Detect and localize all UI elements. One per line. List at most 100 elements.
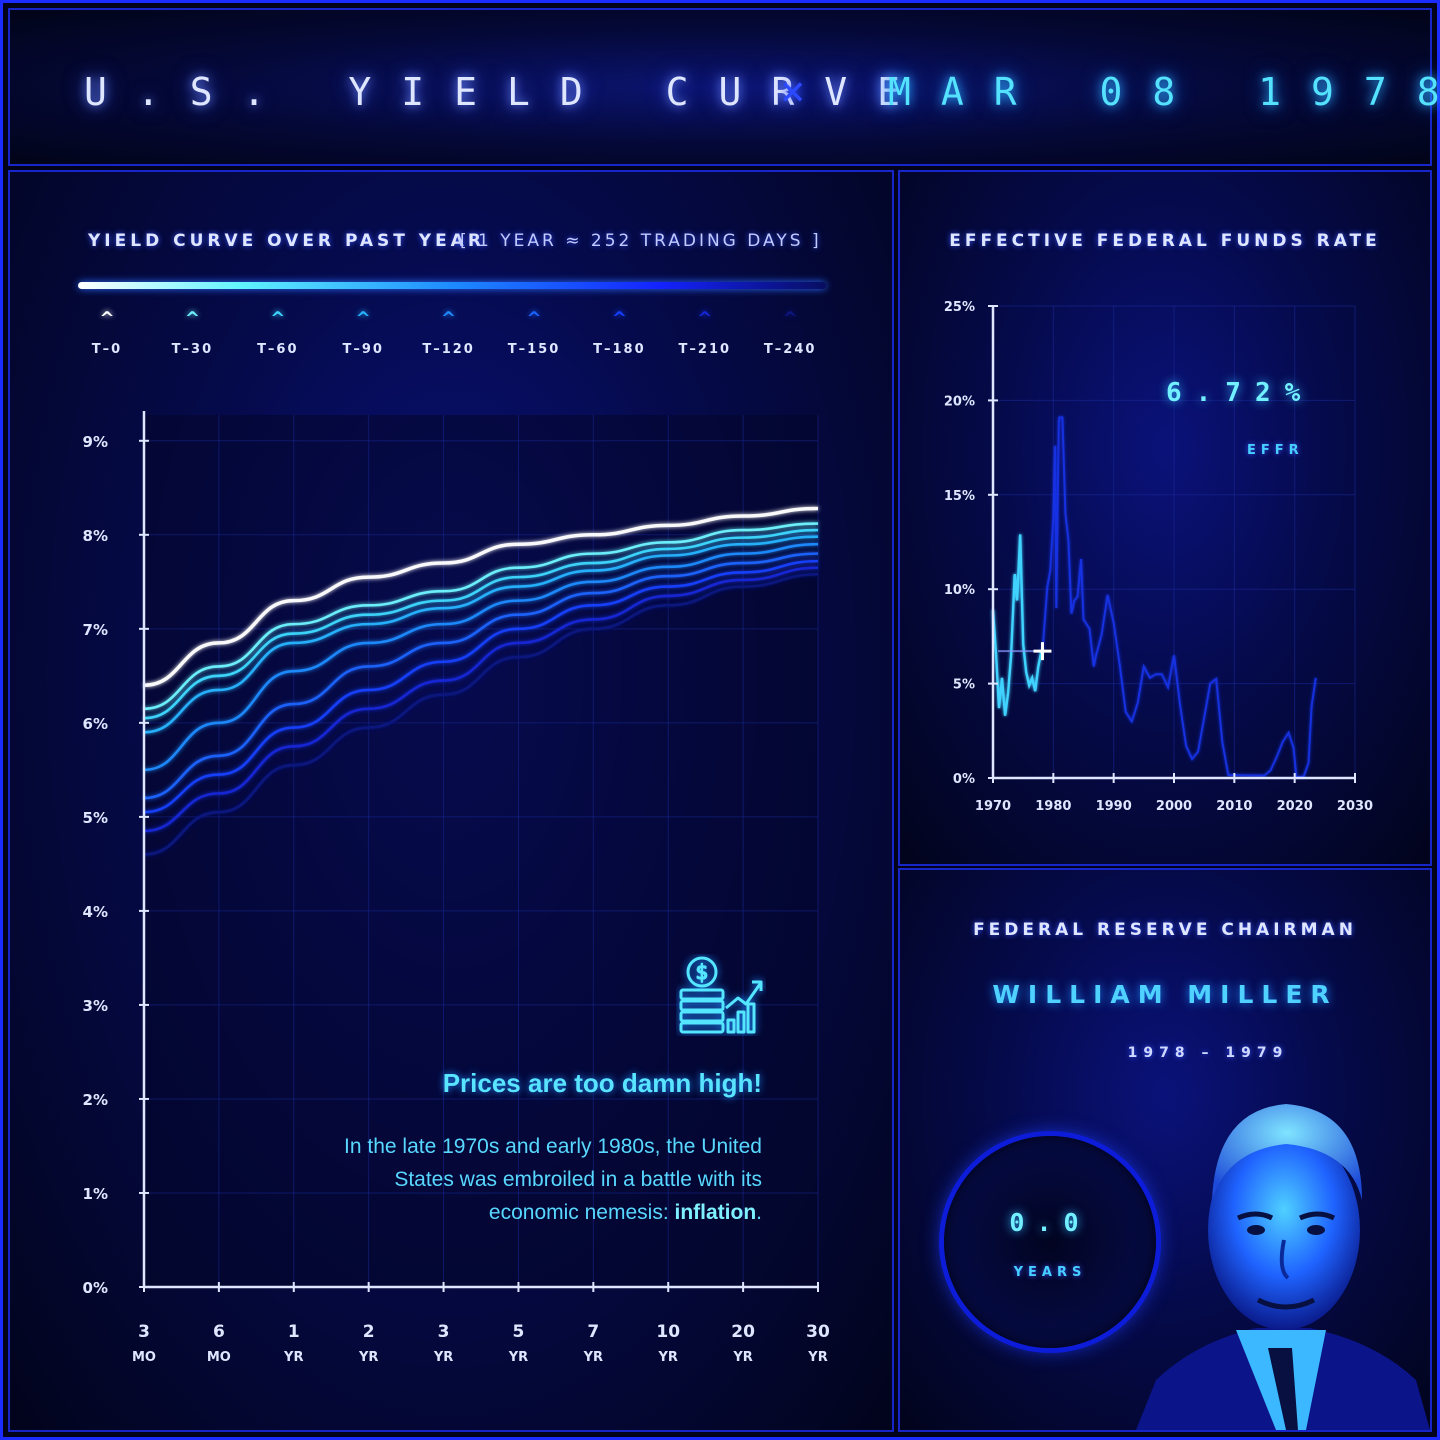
y-tick-label: 2% xyxy=(83,1091,108,1109)
x-tick-label: 1970 xyxy=(975,799,1011,814)
title-text: U.S. YIELD CURVE xyxy=(84,70,931,114)
x-tick-label: 2010 xyxy=(1216,799,1252,814)
x-tick-unit: YR xyxy=(508,1350,528,1365)
legend-label: T–90 xyxy=(342,342,384,357)
svg-text:$: $ xyxy=(696,960,709,984)
y-tick-label: 20% xyxy=(944,394,975,409)
series-line xyxy=(143,535,819,734)
y-tick-label: 4% xyxy=(83,903,108,921)
x-tick-label: 10 xyxy=(656,1322,680,1342)
x-tick-unit: MO xyxy=(132,1350,156,1365)
effr-chart: 0% 5% 10% 15% 20% 25% 1970 1980 1990 2000 2010 2020… xyxy=(944,300,1373,814)
x-tick-unit: YR xyxy=(358,1350,378,1365)
series-line xyxy=(143,559,819,814)
legend-item: ^ T–60 xyxy=(238,308,318,358)
legend-item: ^ T–150 xyxy=(494,308,574,358)
callout-emphasis: inflation xyxy=(674,1201,757,1224)
x-tick-label: 20 xyxy=(731,1322,755,1342)
x-tick-label: 30 xyxy=(806,1322,830,1342)
x-tick-label: 3 xyxy=(138,1322,150,1342)
x-tick-label: 1980 xyxy=(1035,799,1071,814)
chairman-term: 1978 – 1979 xyxy=(1127,1045,1289,1061)
legend-label: T–30 xyxy=(171,342,214,357)
legend-label: T–180 xyxy=(593,342,646,357)
callout-body: In the late 1970s and early 1980s, the U… xyxy=(330,1130,762,1229)
effr-panel xyxy=(898,170,1432,866)
tenure-ring xyxy=(944,1136,1156,1348)
x-tick-label: 1 xyxy=(288,1322,300,1342)
x-tick-label: 6 xyxy=(213,1322,225,1342)
legend-label: T–60 xyxy=(257,342,299,357)
x-tick-unit: YR xyxy=(732,1350,752,1365)
callout-suffix: . xyxy=(756,1201,762,1224)
yield-panel-subtitle: [ 1 YEAR ≈ 252 TRADING DAYS ] xyxy=(460,231,822,251)
legend-item: ^ T–180 xyxy=(579,310,659,358)
y-tick-label: 0% xyxy=(83,1279,108,1297)
x-tick-label: 7 xyxy=(587,1322,599,1342)
tenure-value: 0.0 xyxy=(1009,1208,1091,1237)
effr-value: 6.72% xyxy=(1166,378,1315,408)
chairman-portrait-icon xyxy=(1136,1104,1430,1430)
y-tick-label: 6% xyxy=(83,715,108,733)
chevron-up-icon: ^ xyxy=(270,308,286,329)
y-tick-label: 7% xyxy=(83,621,108,639)
effr-future-line xyxy=(1041,416,1317,779)
title-bar xyxy=(8,8,1432,166)
y-tick-label: 10% xyxy=(944,583,975,598)
legend-item: ^ T–90 xyxy=(323,310,403,358)
x-tick-label: 1990 xyxy=(1096,799,1132,814)
chairman-name: WILLIAM MILLER xyxy=(992,980,1338,1009)
x-tick-label: 2020 xyxy=(1277,799,1313,814)
legend-item: ^ T–30 xyxy=(152,308,232,358)
series-line xyxy=(143,542,819,772)
yield-curve-chart: 0% 1% 2% 3% 4% 5% 6% 7% 8% 9% 3 MO 6 MO 1 YR 2 YR 3 YR 5 YR 7 Y… xyxy=(83,411,830,1365)
money-stack-growth-icon: $ xyxy=(679,956,763,1034)
x-tick-unit: YR xyxy=(283,1350,303,1365)
series-line xyxy=(143,506,819,687)
separator-icon: × xyxy=(780,66,806,115)
x-tick-label: 5 xyxy=(513,1322,525,1342)
chevron-up-icon: ^ xyxy=(184,308,200,329)
x-tick-label: 2000 xyxy=(1156,799,1192,814)
chevron-up-icon: ^ xyxy=(697,308,713,329)
series-line xyxy=(143,566,819,833)
x-tick-label: 2 xyxy=(363,1322,375,1342)
legend-item: ^ T–210 xyxy=(665,308,745,358)
y-tick-label: 25% xyxy=(944,300,975,315)
legend-label: T–120 xyxy=(422,342,475,357)
y-tick-label: 15% xyxy=(944,489,975,504)
series-line xyxy=(143,572,819,856)
effr-title: EFFECTIVE FEDERAL FUNDS RATE xyxy=(949,231,1381,251)
callout-title: Prices are too damn high! xyxy=(442,1068,762,1098)
legend-gradient-bar xyxy=(78,282,826,289)
y-tick-label: 5% xyxy=(83,809,108,827)
x-tick-unit: YR xyxy=(807,1350,827,1365)
legend-item: ^ T–120 xyxy=(409,308,489,358)
y-tick-label: 9% xyxy=(83,433,108,451)
y-tick-label: 8% xyxy=(83,527,108,545)
y-tick-label: 0% xyxy=(953,772,975,787)
chevron-up-icon: ^ xyxy=(526,308,542,329)
legend-item: ^ T–0 xyxy=(67,308,147,358)
series-line xyxy=(143,552,819,800)
chevron-up-icon: ^ xyxy=(782,308,798,329)
series-line xyxy=(143,528,819,720)
yield-panel-title: YIELD CURVE OVER PAST YEAR xyxy=(88,231,485,251)
effr-history-line xyxy=(991,534,1043,716)
chairman-title: FEDERAL RESERVE CHAIRMAN xyxy=(973,920,1357,940)
x-tick-unit: MO xyxy=(207,1350,231,1365)
tenure-unit: YEARS xyxy=(1013,1265,1087,1280)
x-tick-unit: YR xyxy=(658,1350,678,1365)
y-tick-label: 1% xyxy=(83,1185,108,1203)
title-date: MAR 08 1978 xyxy=(888,70,1440,114)
chevron-up-icon: ^ xyxy=(99,308,115,329)
y-tick-label: 5% xyxy=(953,678,975,693)
x-tick-unit: YR xyxy=(433,1350,453,1365)
series-line xyxy=(143,522,819,711)
legend-label: T–210 xyxy=(678,342,732,357)
chevron-up-icon: ^ xyxy=(441,308,457,329)
legend-label: T–150 xyxy=(507,342,561,357)
x-tick-unit: YR xyxy=(583,1350,603,1365)
effr-value-label: EFFR xyxy=(1247,443,1304,458)
x-tick-label: 3 xyxy=(438,1322,450,1342)
